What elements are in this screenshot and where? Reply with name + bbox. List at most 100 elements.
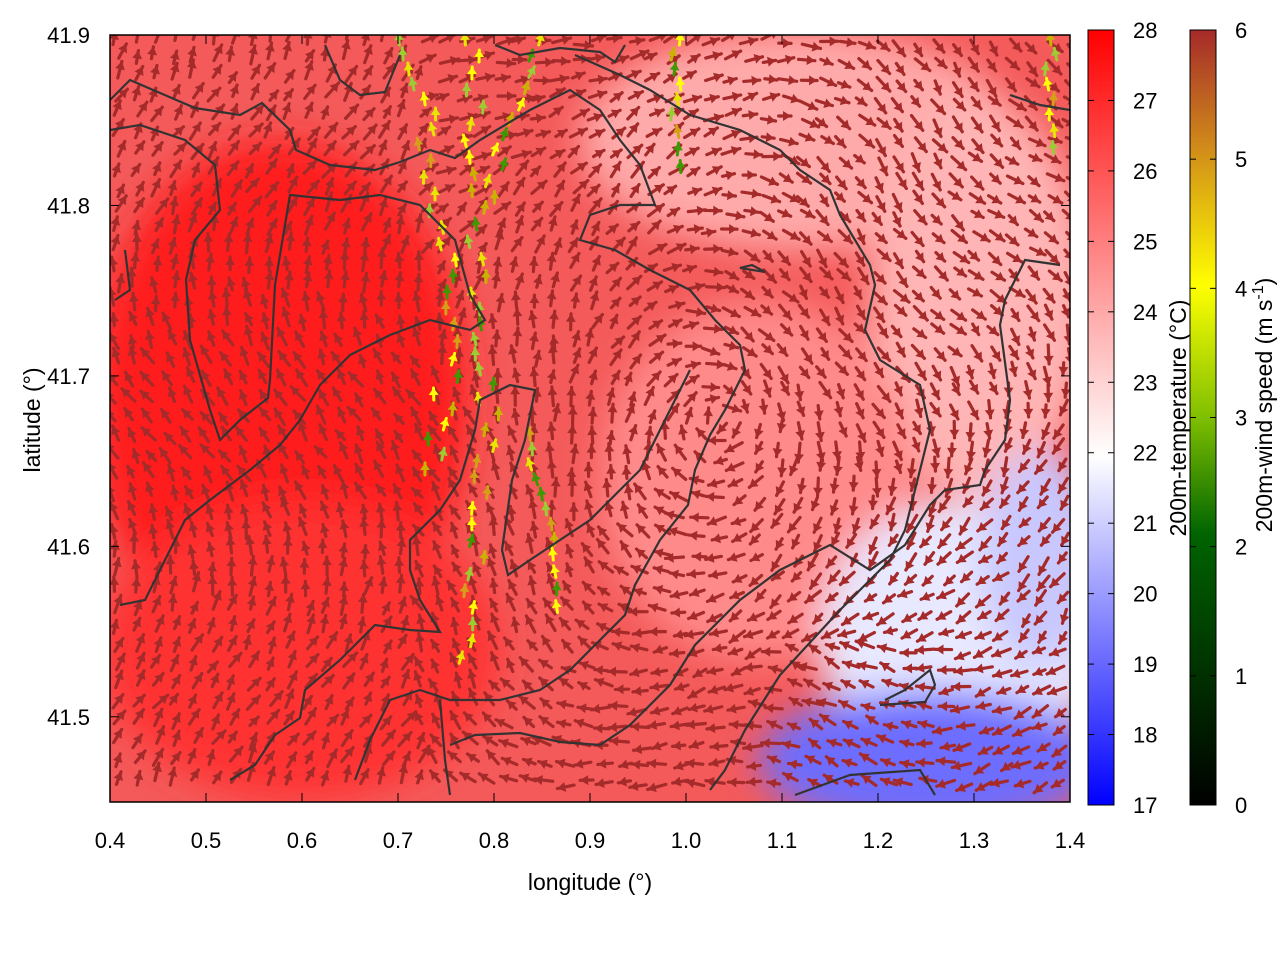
- wind-arrow-head: [359, 654, 369, 664]
- wind-arrow-head: [877, 734, 887, 744]
- jet-arrow-head: [474, 363, 485, 372]
- wind-arrow-head: [382, 218, 392, 229]
- jet-arrow-head: [393, 35, 404, 41]
- wind-arrow-head: [315, 292, 326, 302]
- wind-arrow-head: [394, 557, 405, 566]
- jet-arrow-head: [531, 473, 541, 482]
- wind-arrow-head: [865, 592, 875, 602]
- wind-arrow-head: [776, 411, 787, 421]
- jet-arrow-head: [470, 333, 480, 342]
- wind-arrow-head: [448, 478, 458, 489]
- wind-arrow-head: [792, 571, 802, 582]
- wind-arrow-head: [788, 522, 798, 532]
- wind-arrow-head: [143, 462, 153, 473]
- contour-line: [229, 369, 691, 781]
- wind-arrow-head: [570, 365, 580, 375]
- wind-arrow-head: [938, 538, 948, 548]
- wind-arrow-head: [206, 750, 216, 760]
- wind-arrow-head: [363, 66, 372, 77]
- wind-arrow-head: [604, 443, 615, 452]
- wind-arrow-head: [147, 46, 158, 56]
- wind-arrow-head: [765, 703, 774, 714]
- wind-arrow-head: [686, 778, 696, 789]
- wind-arrow-head: [136, 750, 146, 761]
- wind-arrow-head: [630, 297, 641, 306]
- wind-arrow-head: [793, 502, 803, 513]
- wind-arrow-head: [116, 654, 126, 664]
- wind-arrow-head: [856, 370, 865, 380]
- wind-arrow-head: [584, 329, 595, 339]
- wind-arrow-head: [987, 61, 996, 71]
- wind-arrow-head: [1008, 366, 1019, 376]
- wind-arrow-head: [826, 756, 836, 766]
- wind-arrow-head: [802, 272, 812, 282]
- jet-arrow-head: [428, 388, 439, 396]
- wind-arrow-head: [221, 307, 232, 316]
- wind-arrow-head: [194, 83, 204, 93]
- wind-arrow-head: [1052, 117, 1062, 127]
- wind-arrow-head: [1032, 721, 1043, 731]
- wind-arrow-head: [514, 216, 525, 226]
- wind-arrow-head: [1033, 645, 1043, 655]
- wind-arrow-head: [631, 354, 641, 365]
- wind-arrow-head: [412, 292, 422, 302]
- wind-arrow-head: [570, 253, 580, 263]
- colorbar-tick-label: 26: [1133, 159, 1157, 184]
- wind-arrow-head: [1058, 366, 1069, 375]
- wind-arrow-head: [231, 653, 241, 663]
- wind-arrow-head: [207, 575, 218, 584]
- wind-arrow-head: [185, 486, 194, 497]
- wind-arrow-head: [310, 127, 320, 138]
- wind-arrow-head: [225, 537, 236, 546]
- wind-arrow-head: [222, 427, 231, 437]
- wind-arrow-head: [113, 771, 123, 782]
- wind-arrow-head: [1045, 330, 1055, 341]
- wind-arrow-head: [410, 407, 420, 418]
- wind-arrow-head: [529, 368, 540, 377]
- wind-arrow-head: [591, 164, 601, 175]
- wind-arrow-head: [868, 543, 878, 554]
- wind-arrow-head: [279, 464, 289, 475]
- wind-arrow-head: [1039, 521, 1049, 531]
- wind-arrow-head: [542, 636, 552, 646]
- wind-arrow-head: [809, 75, 818, 86]
- jet-arrow-head: [675, 78, 686, 86]
- wind-arrow-head: [1041, 428, 1051, 439]
- wind-arrow-head: [693, 668, 704, 677]
- wind-arrow-head: [225, 675, 236, 685]
- wind-arrow-head: [954, 139, 964, 149]
- wind-arrow-head: [557, 782, 567, 792]
- wind-arrow-head: [1058, 461, 1068, 471]
- wind-arrow-head: [652, 320, 662, 330]
- wind-arrow-head: [507, 130, 517, 141]
- wind-arrow-head: [141, 427, 152, 437]
- wind-arrow-head: [526, 93, 536, 104]
- wind-arrow-head: [304, 61, 314, 71]
- wind-arrow-shaft: [153, 35, 161, 44]
- wind-arrow-head: [832, 523, 843, 533]
- wind-arrow-head: [735, 210, 744, 221]
- wind-arrow-head: [219, 413, 229, 423]
- wind-arrow-head: [879, 41, 890, 51]
- wind-arrow-head: [115, 274, 126, 284]
- wind-arrow-head: [295, 481, 304, 492]
- wind-arrow-head: [212, 65, 222, 75]
- wind-arrow-head: [528, 333, 539, 342]
- wind-arrow-head: [378, 577, 388, 587]
- jet-arrow-head: [455, 651, 466, 660]
- wind-arrow-head: [588, 371, 598, 381]
- wind-arrow-head: [223, 505, 234, 514]
- wind-arrow-head: [545, 57, 554, 68]
- wind-arrow-head: [758, 404, 769, 414]
- wind-arrow-head: [192, 183, 202, 193]
- wind-arrow-head: [160, 448, 169, 458]
- wind-arrow-head: [288, 177, 298, 187]
- wind-arrow-head: [689, 54, 700, 64]
- wind-arrow-head: [563, 581, 573, 592]
- wind-arrow-head: [654, 548, 664, 559]
- wind-arrow-head: [996, 611, 1006, 621]
- wind-arrow-head: [375, 315, 385, 325]
- wind-arrow-head: [1008, 155, 1018, 165]
- wind-arrow-head: [753, 54, 763, 64]
- wind-arrow-head: [500, 773, 510, 784]
